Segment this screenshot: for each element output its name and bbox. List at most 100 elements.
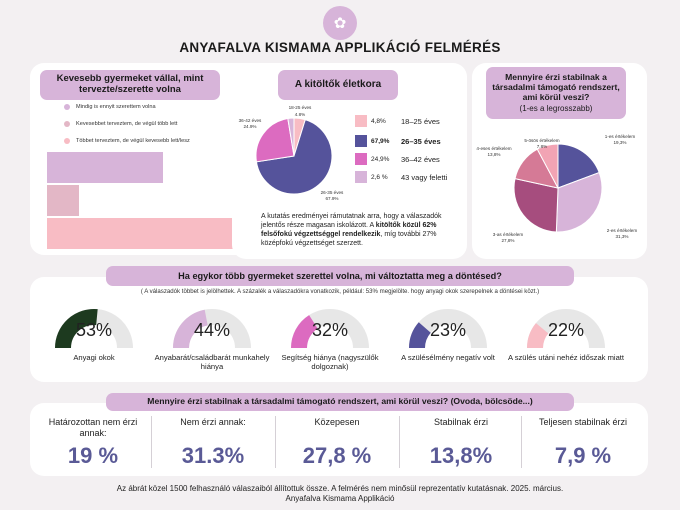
age-legend-item: 67,9% 26–35 éves: [355, 135, 465, 147]
legend-label: Többet terveztem, de végül kevesebb lett…: [76, 138, 190, 144]
pie-slice: [555, 171, 603, 233]
footer-line-2: Anyafalva Kismama Applikáció: [285, 494, 395, 504]
legend-dot: [64, 121, 70, 127]
stability-heading: Mennyire érzi stabilnak a társadalmi tám…: [106, 393, 574, 411]
stability-label: Közepesen: [314, 417, 360, 427]
stability-label: Nem érzi annak:: [180, 417, 246, 427]
fewer-children-bar: [47, 185, 79, 216]
pie-label: 18-25 éves: [289, 105, 312, 110]
pie-slice: [255, 119, 333, 195]
fewer-children-legend-item: Mindig is ennyit szerettem volna: [64, 104, 156, 110]
pie-label: 4.8%: [295, 112, 305, 117]
gauge-label: Anyabarát/családbarát munkahely hiánya: [154, 353, 270, 372]
page-title: ANYAFALVA KISMAMA APPLIKÁCIÓ FELMÉRÉS: [179, 40, 501, 55]
gauge: [409, 309, 487, 349]
pie-label: 67.9%: [325, 196, 338, 201]
gauge-fill: [173, 309, 209, 349]
decision-heading: Ha egykor több gyermeket szerettel volna…: [106, 266, 574, 286]
legend-percent: 2,6 %: [371, 173, 388, 181]
gauge-fill: [409, 322, 432, 349]
gauge-percent: 44%: [193, 320, 231, 340]
support-heading: Mennyire érzi stabilnak a társadalmi tám…: [486, 67, 626, 119]
legend-percent: 67,9%: [371, 137, 390, 145]
pie-label: 7,8%: [537, 144, 547, 149]
stability-value: 7,9 %: [554, 443, 612, 468]
mother-child-icon: ✿: [333, 15, 347, 32]
age-legend-item: 4,8% 18–25 éves: [355, 115, 465, 127]
legend-label: Mindig is ennyit szerettem volna: [76, 104, 156, 110]
gauge-label: Segítség hiánya (nagyszülők dolgoznak): [281, 353, 379, 372]
fewer-children-bar: [47, 152, 163, 183]
pie-label: 4-eses értékelem: [476, 146, 511, 151]
gauge-label: A szülésélmény negatív volt: [401, 353, 495, 362]
pie-slice: [557, 143, 600, 189]
legend-swatch: [355, 115, 367, 127]
age-legend-item: 24,9% 36–42 éves: [355, 153, 465, 165]
pie-label: 36-42 éves: [239, 118, 262, 123]
stability-value: 27,8 %: [302, 443, 372, 468]
stability-divider: [521, 416, 522, 468]
stability-value: 13,8%: [429, 443, 493, 468]
legend-swatch: [355, 153, 367, 165]
age-heading: A kitöltők életkora: [278, 70, 398, 100]
education-note: A kutatás eredményei rámutatnak arra, ho…: [261, 213, 442, 247]
pie-label: 24.9%: [243, 124, 256, 129]
legend-label: 26–35 éves: [401, 136, 441, 146]
footer: Az ábrát közel 1500 felhasználó válaszai…: [0, 484, 680, 505]
legend-label: 36–42 éves: [401, 154, 440, 164]
fewer-children-bar: [47, 218, 250, 249]
gauge-percent: 32%: [311, 320, 349, 340]
legend-swatch: [355, 135, 367, 147]
stability-divider: [399, 416, 400, 468]
legend-dot: [64, 138, 70, 144]
gauge-fill: [527, 323, 549, 349]
gauge-label: Anyagi okok: [73, 353, 115, 362]
pie-slice: [536, 143, 559, 189]
pie-label: 1-es értékelem: [605, 134, 636, 139]
gauge-fill: [55, 309, 98, 349]
pie-slice: [513, 178, 559, 233]
gauge-label: A szülés utáni nehéz időszak miatt: [507, 353, 625, 362]
fewer-children-legend-item: Kevesebbet terveztem, de végül több lett: [64, 121, 177, 127]
legend-percent: 24,9%: [371, 155, 390, 163]
stability-value: 31.3%: [181, 443, 245, 468]
stability-label: Teljesen stabilnak érzi: [538, 417, 628, 427]
stability-divider: [275, 416, 276, 468]
decision-note: ( A válaszadók többet is jelölhettek. A …: [140, 288, 540, 295]
pie-label: 19,3%: [613, 140, 626, 145]
pie-label: 5-ösös értékelem: [524, 138, 559, 143]
fewer-children-heading: Kevesebb gyermeket vállal, mint tervezte…: [40, 70, 220, 100]
gauge: [291, 309, 369, 349]
gauge-fill: [291, 315, 319, 349]
gauge-percent: 53%: [75, 320, 113, 340]
pie-slice: [287, 117, 295, 157]
legend-percent: 4,8%: [371, 117, 386, 125]
gauge-percent: 22%: [547, 320, 585, 340]
age-legend-item: 2,6 % 43 vagy feletti: [355, 171, 465, 183]
legend-label: 43 vagy feletti: [401, 172, 448, 182]
fewer-children-legend-item: Többet terveztem, de végül kevesebb lett…: [64, 138, 190, 144]
legend-label: Kevesebbet terveztem, de végül több lett: [76, 121, 178, 127]
pie-label: 31,3%: [615, 234, 628, 239]
pie-label: 3-as értékelem: [493, 232, 524, 237]
footer-line-1: Az ábrát közel 1500 felhasználó válaszai…: [116, 484, 564, 493]
stability-divider: [151, 416, 152, 468]
gauge: [55, 309, 133, 349]
pie-label: 27,8%: [501, 238, 514, 243]
logo: ✿: [323, 6, 357, 40]
gauge-percent: 23%: [429, 320, 467, 340]
stability-label: Stabilnak érzi: [433, 417, 489, 427]
stability-card: [30, 403, 648, 476]
stability-value: 19 %: [67, 443, 119, 468]
gauge: [527, 309, 605, 349]
pie-label: 2-es értékelem: [607, 228, 638, 233]
pie-label: 26-35 éves: [321, 190, 344, 195]
legend-swatch: [355, 171, 367, 183]
pie-label: 13,8%: [487, 152, 500, 157]
pie-slice: [255, 117, 295, 163]
gauge: [173, 309, 251, 349]
legend-label: 18–25 éves: [401, 116, 440, 126]
legend-dot: [64, 104, 70, 110]
